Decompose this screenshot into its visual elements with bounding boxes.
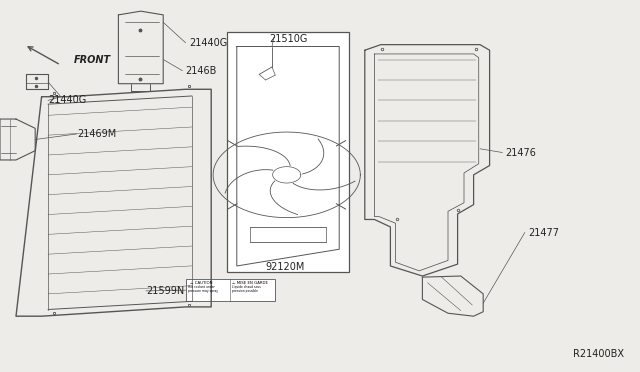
Text: Liquide chaud sous
pression possible: Liquide chaud sous pression possible (232, 285, 260, 293)
Text: 21476: 21476 (506, 148, 536, 157)
Text: R21400BX: R21400BX (573, 349, 624, 359)
Text: 21599N: 21599N (146, 286, 184, 296)
Text: ⚠ CAUTION: ⚠ CAUTION (190, 280, 212, 285)
Text: 21510G: 21510G (269, 34, 307, 44)
Text: 2146B: 2146B (186, 66, 217, 76)
Text: 21477: 21477 (528, 228, 559, 237)
Text: 21440G: 21440G (189, 38, 227, 48)
Text: Hot coolant under
pressure may spray: Hot coolant under pressure may spray (188, 285, 218, 293)
Text: 21469M: 21469M (77, 129, 116, 139)
Text: 21440G: 21440G (48, 96, 86, 105)
Text: FRONT: FRONT (74, 55, 111, 64)
Bar (227, 32, 349, 272)
FancyBboxPatch shape (186, 279, 275, 301)
Text: 92120M: 92120M (265, 262, 305, 272)
Text: ⚠ MISE EN GARDE: ⚠ MISE EN GARDE (232, 280, 268, 285)
